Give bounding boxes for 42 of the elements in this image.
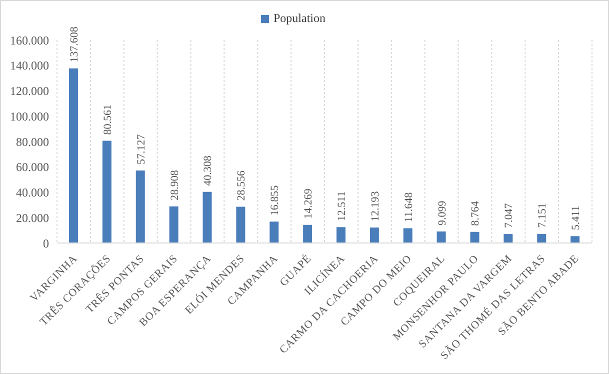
y-tick-label: 140.000 — [10, 58, 49, 73]
bar — [436, 231, 446, 243]
y-tick-label: 20.000 — [16, 210, 49, 225]
bar — [570, 236, 580, 243]
data-label: 137.608 — [68, 26, 80, 62]
bar — [403, 228, 412, 243]
y-tick-label: 120.000 — [10, 84, 49, 98]
bar — [336, 227, 346, 243]
data-label: 80.561 — [102, 104, 114, 135]
y-tick-label: 0 — [43, 236, 49, 250]
y-tick-label: 80.000 — [16, 134, 49, 149]
data-label: 14.269 — [302, 188, 315, 219]
data-label: 16.855 — [269, 184, 282, 216]
data-label: 5.411 — [570, 206, 582, 230]
bar — [537, 234, 546, 243]
bar — [136, 170, 145, 243]
bar — [236, 206, 246, 243]
data-label: 11.648 — [402, 192, 415, 222]
data-label: 57.127 — [135, 134, 148, 165]
legend-label: Population — [273, 11, 326, 25]
data-label: 9.099 — [436, 200, 448, 226]
data-label: 7.151 — [536, 203, 549, 228]
bar — [202, 192, 212, 243]
y-tick-label: 160.000 — [10, 33, 49, 48]
bar — [270, 222, 279, 243]
y-tick-label: 40.000 — [16, 186, 49, 200]
bar — [102, 140, 112, 243]
y-tick-label: 100.000 — [10, 109, 49, 124]
y-tick-label: 60.000 — [16, 160, 49, 174]
bar — [504, 234, 513, 243]
data-label: 7.047 — [503, 202, 516, 228]
data-label: 28.908 — [168, 170, 181, 200]
bar — [470, 232, 480, 243]
data-label: 12.193 — [369, 190, 382, 222]
bar — [69, 68, 78, 243]
data-label: 8.764 — [470, 200, 482, 226]
bar — [169, 206, 178, 243]
data-label: 28.556 — [236, 170, 248, 201]
data-label: 12.511 — [336, 191, 348, 222]
data-label: 40.308 — [202, 155, 214, 186]
bar — [303, 224, 312, 243]
bar — [370, 228, 379, 243]
